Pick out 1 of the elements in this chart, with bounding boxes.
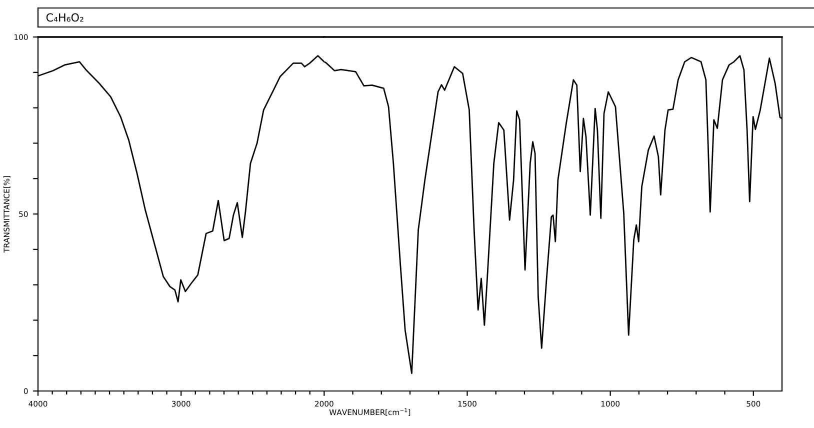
chart-title: C₄H₆O₂ bbox=[46, 13, 84, 22]
